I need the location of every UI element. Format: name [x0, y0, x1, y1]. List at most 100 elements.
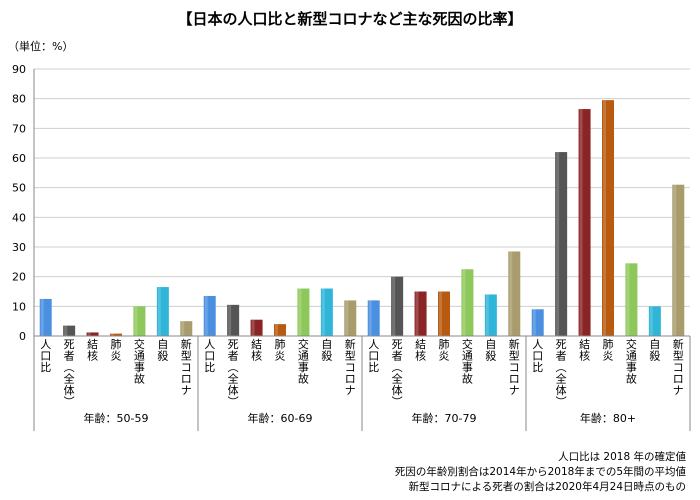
- bar-highlight: [603, 100, 606, 337]
- bar: [180, 321, 193, 336]
- x-tick-label: 人口比: [368, 338, 379, 374]
- x-tick-label: 人口比: [204, 338, 215, 374]
- bar-highlight: [40, 298, 44, 336]
- bar: [250, 319, 263, 336]
- bar: [133, 306, 146, 336]
- x-tick-label: 肺炎: [603, 338, 614, 363]
- x-tick-label: 結核: [415, 337, 426, 363]
- bar-highlight: [345, 300, 349, 336]
- bar: [578, 109, 591, 336]
- bar-highlight: [368, 300, 372, 336]
- bar: [156, 287, 169, 336]
- bar: [110, 333, 122, 336]
- y-tick-label: 90: [12, 63, 26, 76]
- bar-highlight: [321, 288, 325, 336]
- gridlines: [34, 68, 690, 337]
- bar: [344, 300, 357, 336]
- y-tick-label: 50: [12, 182, 26, 195]
- x-tick-label: 肺炎: [275, 338, 286, 363]
- y-tick-label: 0: [19, 330, 26, 343]
- bar-highlight: [251, 319, 255, 336]
- bar-highlight: [298, 288, 302, 336]
- bar: [508, 251, 521, 336]
- x-tick-label: 結核: [251, 337, 262, 363]
- x-tick-label: 交通事故: [462, 337, 473, 386]
- y-tick-label: 20: [12, 271, 26, 284]
- bar: [602, 100, 614, 337]
- group-label: 年齢：60-69: [248, 411, 313, 425]
- y-tick-label: 10: [12, 300, 26, 313]
- x-tick-label: 死者︵全体︶: [228, 338, 239, 409]
- bar-highlight: [673, 184, 677, 336]
- bar: [414, 291, 427, 336]
- axes: [33, 69, 691, 431]
- bar: [320, 288, 333, 336]
- bar-highlight: [181, 321, 185, 336]
- x-tick-label: 肺炎: [439, 338, 450, 363]
- chart-title: 【日本の人口比と新型コロナなど主な死因の比率】: [177, 10, 522, 28]
- bar: [274, 324, 286, 336]
- bar-highlight: [111, 333, 114, 336]
- bar-highlight: [556, 152, 560, 336]
- bar-highlight: [626, 263, 630, 336]
- bars: [39, 100, 685, 337]
- bar: [672, 184, 685, 336]
- x-tick-label: 結核: [87, 337, 98, 363]
- bar: [531, 309, 544, 336]
- bar-highlight: [415, 291, 419, 336]
- bar-highlight: [579, 109, 583, 336]
- y-tick-label: 60: [12, 152, 26, 165]
- bar: [461, 269, 474, 336]
- y-tick-label: 70: [12, 122, 26, 135]
- bar-highlight: [134, 306, 138, 336]
- x-tick-label: 自殺: [321, 338, 332, 363]
- y-tick-label: 80: [12, 93, 26, 106]
- x-tick-label: 自殺: [157, 338, 168, 363]
- bar: [63, 325, 76, 336]
- x-tick-label: 自殺: [649, 338, 660, 363]
- bar-highlight: [275, 324, 278, 336]
- bar-highlight: [439, 291, 442, 336]
- x-tick-label: 新型コロナ: [509, 337, 520, 397]
- x-tick-label: 新型コロナ: [345, 337, 356, 397]
- x-tick-label: 死者︵全体︶: [556, 338, 567, 409]
- x-tick-label: 交通事故: [134, 337, 145, 386]
- bar: [203, 295, 216, 336]
- y-tick-label: 40: [12, 211, 26, 224]
- y-axis-unit-label: （単位：%）: [8, 39, 73, 53]
- bar: [39, 298, 52, 336]
- x-tick-label: 肺炎: [111, 338, 122, 363]
- bar: [367, 300, 380, 336]
- bar-highlight: [228, 304, 232, 336]
- bar-highlight: [392, 276, 396, 336]
- bar-highlight: [485, 294, 489, 336]
- bar: [625, 263, 638, 336]
- footnote-2: 死因の年齢別割合は2014年から2018年までの5年間の平均値: [395, 465, 687, 478]
- group-label: 年齢：70-79: [412, 411, 477, 425]
- bar-highlight: [532, 309, 536, 336]
- bar: [86, 332, 99, 336]
- group-label: 年齢：80+: [580, 411, 636, 425]
- x-tick-label: 新型コロナ: [673, 337, 684, 397]
- x-tick-label: 交通事故: [626, 337, 637, 386]
- x-tick-label: 新型コロナ: [181, 337, 192, 397]
- bar-highlight: [64, 325, 68, 336]
- bar-highlight: [204, 295, 208, 336]
- x-tick-label: 自殺: [485, 338, 496, 363]
- bar-highlight: [462, 269, 466, 336]
- bar: [484, 294, 497, 336]
- x-tick-label: 死者︵全体︶: [64, 338, 75, 409]
- x-tick-label: 結核: [579, 337, 590, 363]
- y-tick-label: 30: [12, 241, 26, 254]
- bar: [555, 152, 568, 336]
- bar: [648, 306, 661, 336]
- bar: [297, 288, 310, 336]
- footnotes: 人口比は 2018 年の確定値 死因の年齢別割合は2014年から2018年までの…: [395, 450, 687, 493]
- bar-highlight: [509, 251, 513, 336]
- footnote-1: 人口比は 2018 年の確定値: [558, 450, 686, 463]
- bar-highlight: [157, 287, 161, 336]
- bar-highlight: [649, 306, 653, 336]
- bar: [438, 291, 450, 336]
- x-tick-label: 人口比: [532, 338, 543, 374]
